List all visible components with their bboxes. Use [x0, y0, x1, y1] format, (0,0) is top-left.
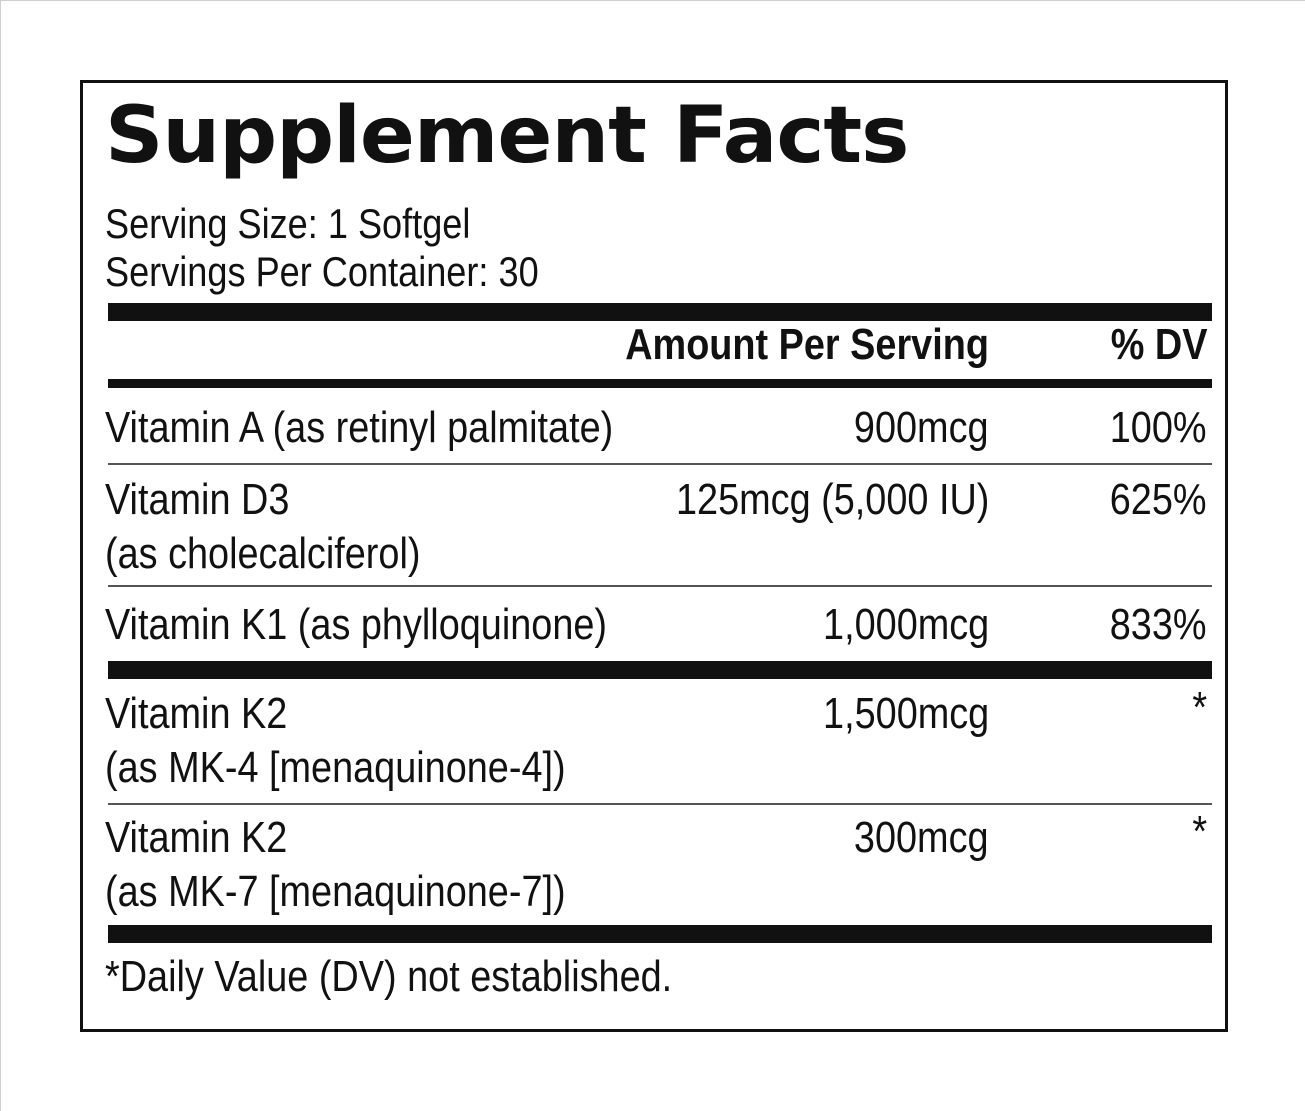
servings-per-container: Servings Per Container: 30	[105, 248, 539, 295]
nutrient-name: Vitamin K1 (as phylloquinone)	[105, 600, 608, 649]
nutrient-amount: 125mcg (5,000 IU)	[675, 475, 989, 524]
row-divider	[108, 463, 1212, 465]
panel-title: Supplement Facts	[105, 91, 909, 181]
nutrient-dv: 100%	[1110, 403, 1207, 452]
nutrient-amount: 1,000mcg	[822, 600, 989, 649]
nutrient-dv: 625%	[1110, 475, 1207, 524]
nutrient-amount: 1,500mcg	[822, 689, 989, 738]
nutrient-amount: 900mcg	[854, 403, 989, 452]
footnote-daily-value: *Daily Value (DV) not established.	[105, 952, 673, 1001]
header-percent-dv: % DV	[1110, 320, 1207, 369]
nutrient-source: (as MK-7 [menaquinone-7])	[105, 867, 566, 916]
nutrient-name: Vitamin D3	[105, 475, 290, 524]
thick-divider-bottom	[108, 925, 1212, 943]
nutrient-amount: 300mcg	[854, 813, 989, 862]
row-divider	[108, 803, 1212, 805]
serving-size: Serving Size: 1 Softgel	[105, 200, 471, 247]
supplement-facts-panel: Supplement Facts Serving Size: 1 Softgel…	[80, 80, 1228, 1032]
nutrient-name: Vitamin K2	[105, 689, 288, 738]
nutrient-dv: *	[1192, 807, 1207, 856]
thick-divider-middle	[108, 661, 1212, 679]
nutrient-source: (as MK-4 [menaquinone-4])	[105, 743, 566, 792]
nutrient-dv: *	[1192, 683, 1207, 732]
nutrient-name: Vitamin K2	[105, 813, 288, 862]
thick-divider-top	[108, 303, 1212, 321]
nutrient-source: (as cholecalciferol)	[105, 529, 421, 578]
nutrient-name: Vitamin A (as retinyl palmitate)	[105, 403, 614, 452]
header-amount-per-serving: Amount Per Serving	[625, 320, 989, 369]
nutrient-dv: 833%	[1110, 600, 1207, 649]
header-divider	[108, 379, 1212, 388]
row-divider	[108, 585, 1212, 587]
